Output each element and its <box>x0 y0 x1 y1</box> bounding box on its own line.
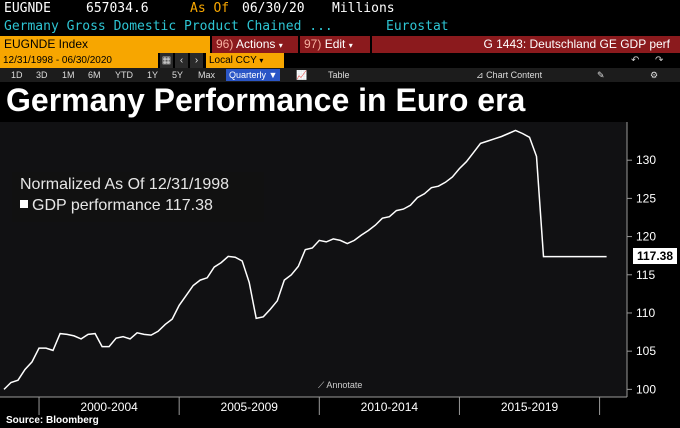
chart-description-text: G 1443: Deutschland GE GDP perf <box>483 37 670 51</box>
date-range-field[interactable]: 12/31/1998 - 06/30/2020 <box>0 53 158 68</box>
security-description: Germany Gross Domestic Product Chained .… <box>4 19 333 34</box>
redo-icon: ↷ <box>655 55 664 66</box>
chevron-down-icon: ▾ <box>259 56 264 65</box>
undo-button[interactable]: ↶ <box>628 53 639 68</box>
security-field[interactable]: EUGNDE Index <box>0 36 210 53</box>
legend-entry: GDP performance 117.38 <box>20 197 213 215</box>
date-range-text: 12/31/1998 - 06/30/2020 <box>3 55 112 66</box>
chevron-down-icon: ▾ <box>348 41 353 50</box>
period-1d[interactable]: 1D <box>11 70 23 80</box>
range-back-button[interactable]: ‹ <box>175 53 188 68</box>
calendar-icon: ▦ <box>161 55 172 66</box>
y-tick-label: 120 <box>636 230 656 244</box>
menu-bar: EUGNDE Index 96) Actions ▾ 97) Edit ▾ G … <box>0 36 680 53</box>
frequency-label: Quarterly <box>229 70 267 80</box>
chart-content-icon: ⊿ <box>476 70 484 80</box>
actions-code: 96) <box>216 37 234 51</box>
line-chart-toggle[interactable]: 📈 <box>296 69 307 81</box>
source-note: Source: Bloomberg <box>6 415 99 426</box>
y-tick-label: 100 <box>636 382 656 396</box>
security-field-text: EUGNDE Index <box>4 37 89 51</box>
settings-button[interactable]: ⚙ <box>650 69 658 81</box>
period-max[interactable]: Max <box>198 70 216 80</box>
table-button[interactable]: Table <box>328 70 350 80</box>
chevron-left-icon: ‹ <box>179 55 184 66</box>
chart-content-button[interactable]: ⊿ Chart Content <box>476 69 542 81</box>
plot-area <box>0 122 627 397</box>
as-of-label: As Of <box>190 1 230 16</box>
annotate-button[interactable]: ⟋ Annotate <box>318 380 362 391</box>
chevron-down-icon: ▼ <box>268 70 278 80</box>
period-3d[interactable]: 3D <box>36 70 48 80</box>
legend-series-value: 117.38 <box>165 197 213 214</box>
quote-line: EUGNDE 657034.6 As Of 06/30/20 Millions <box>0 0 680 18</box>
ticker-code: EUGNDE <box>4 1 51 16</box>
x-tick-label: 2015-2019 <box>501 400 559 414</box>
actions-label: Actions <box>236 37 276 51</box>
edit-code: 97) <box>304 37 322 51</box>
frequency-dropdown[interactable]: Quarterly ▼ <box>226 69 281 81</box>
chevron-down-icon: ▾ <box>278 41 283 50</box>
annotate-label: Annotate <box>326 380 363 390</box>
period-1m[interactable]: 1M <box>62 70 75 80</box>
pencil-icon: ⟋ <box>318 380 325 390</box>
y-tick-label: 125 <box>636 191 656 205</box>
edit-label: Edit <box>324 37 346 51</box>
y-tick-label: 105 <box>636 344 656 358</box>
legend-series-label: GDP performance <box>32 197 161 214</box>
period-toolbar: 1D 3D 1M 6M YTD 1Y 5Y Max Quarterly ▼ 📈 … <box>0 68 680 82</box>
edit-chart-button[interactable]: ✎ <box>597 69 605 81</box>
data-source: Eurostat <box>386 19 449 34</box>
y-tick-label: 115 <box>636 268 655 282</box>
range-bar: 12/31/1998 - 06/30/2020 ▦ ‹ › Local CCY … <box>0 53 680 68</box>
chart-description-field[interactable]: G 1443: Deutschland GE GDP perf <box>372 36 680 53</box>
y-tick-label: 130 <box>636 153 656 167</box>
edit-menu-button[interactable]: 97) Edit ▾ <box>300 36 370 53</box>
last-value-tag: 117.38 <box>633 248 677 264</box>
units-label: Millions <box>332 1 395 16</box>
redo-button[interactable]: ↷ <box>652 53 663 68</box>
x-tick-label: 2010-2014 <box>361 400 419 414</box>
description-line: Germany Gross Domestic Product Chained .… <box>0 18 680 36</box>
x-tick-label: 2005-2009 <box>221 400 279 414</box>
period-1y[interactable]: 1Y <box>147 70 159 80</box>
gdp-performance-line <box>3 129 607 390</box>
chart-content-label: Chart Content <box>486 70 543 80</box>
legend-normalized-note: Normalized As Of 12/31/1998 <box>20 176 230 193</box>
period-5y[interactable]: 5Y <box>172 70 184 80</box>
y-tick-label: 110 <box>636 306 655 320</box>
undo-icon: ↶ <box>631 55 640 66</box>
period-ytd[interactable]: YTD <box>115 70 133 80</box>
gear-icon: ⚙ <box>650 70 659 80</box>
period-6m[interactable]: 6M <box>88 70 101 80</box>
x-tick-label: 2000-2004 <box>80 400 138 414</box>
pencil-icon: ✎ <box>597 70 605 80</box>
date-picker-button[interactable]: ▦ <box>160 53 173 68</box>
as-of-date: 06/30/20 <box>242 1 305 16</box>
chevron-right-icon: › <box>194 55 199 66</box>
currency-field[interactable]: Local CCY ▾ <box>206 53 284 68</box>
line-chart-icon: 📈 <box>296 70 308 80</box>
chart-title: Germany Performance in Euro era <box>6 82 526 118</box>
currency-text: Local CCY <box>209 55 257 66</box>
last-value: 657034.6 <box>86 1 149 16</box>
legend-swatch <box>20 200 28 208</box>
legend: Normalized As Of 12/31/1998 GDP performa… <box>12 172 264 222</box>
actions-menu-button[interactable]: 96) Actions ▾ <box>212 36 298 53</box>
range-forward-button[interactable]: › <box>190 53 203 68</box>
